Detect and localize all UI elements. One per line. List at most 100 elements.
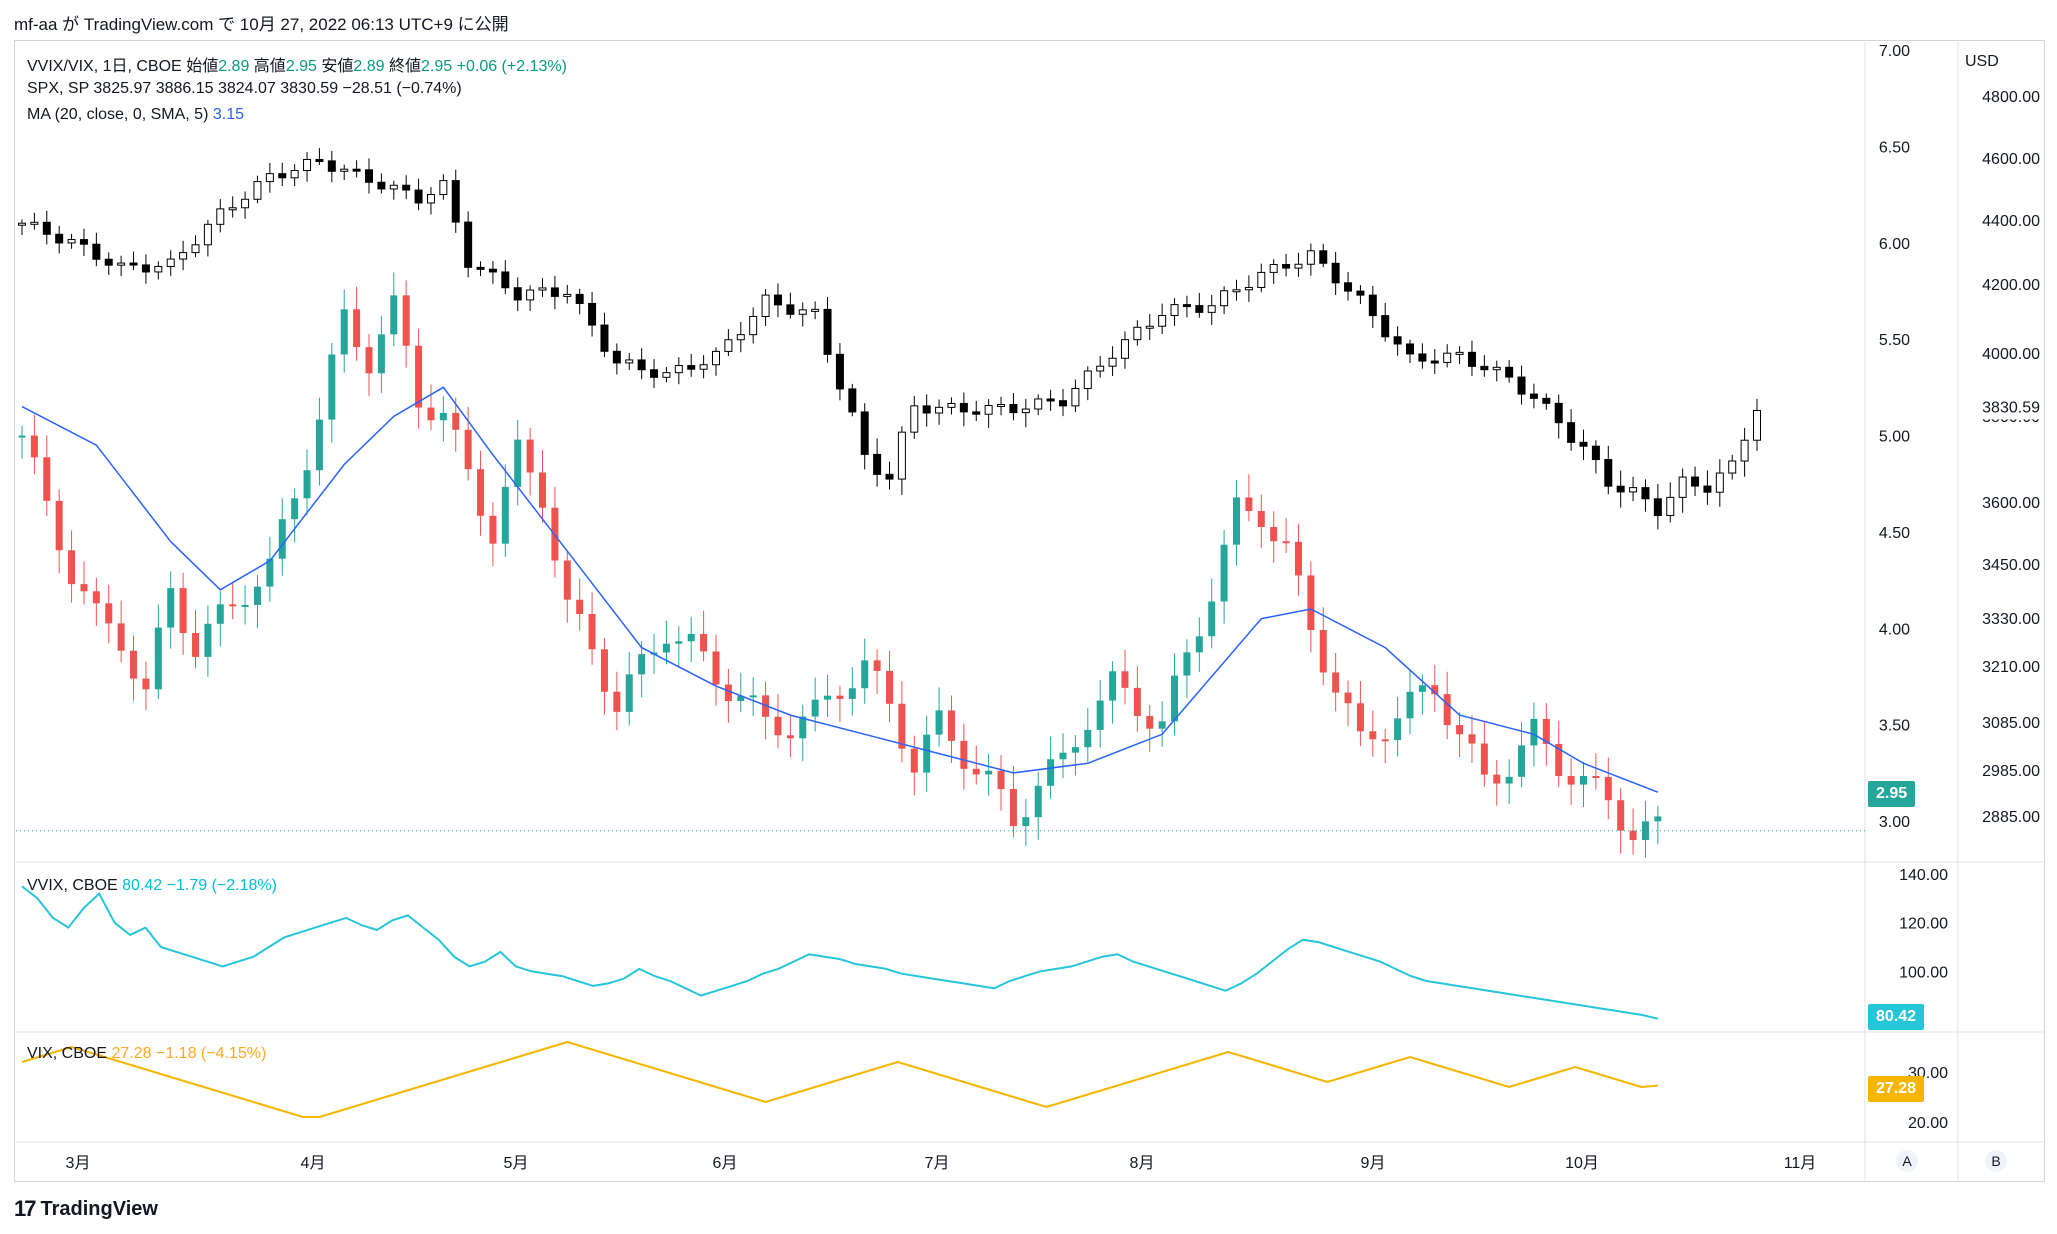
- ratio-candle: [687, 633, 695, 642]
- spx-tick-label: 3210.00: [1982, 659, 2040, 676]
- spx-candle: [1120, 339, 1129, 359]
- spx-candle: [389, 184, 398, 190]
- tradingview-brand[interactable]: 17 TradingView: [14, 1196, 158, 1222]
- spx-candle: [736, 334, 745, 341]
- ratio-candle: [1443, 694, 1451, 726]
- spx-candle: [1232, 289, 1241, 293]
- ratio-candle: [1641, 821, 1649, 841]
- ratio-candle: [1555, 743, 1563, 777]
- ma-label: MA (20, close, 0, SMA, 5): [27, 106, 209, 123]
- spx-candle: [1492, 366, 1501, 371]
- ratio-candle: [1294, 541, 1302, 576]
- spx-candle: [42, 221, 51, 235]
- ratio-candle: [1542, 718, 1550, 744]
- ratio-candle: [328, 354, 336, 420]
- ratio-candle: [1034, 785, 1042, 818]
- spx-candle: [488, 268, 497, 273]
- spx-candle: [674, 365, 683, 374]
- spx-tick-label: 4800.00: [1982, 89, 2040, 106]
- spx-candle: [922, 405, 931, 414]
- ratio-candle: [588, 613, 596, 650]
- spx-candle: [1529, 393, 1538, 399]
- spx-tick-label: 3085.00: [1982, 715, 2040, 732]
- ratio-candle: [303, 470, 311, 499]
- spx-candle: [501, 271, 510, 289]
- ratio-candle: [1084, 729, 1092, 748]
- ratio-candle: [1567, 776, 1575, 785]
- publish-credit: mf-aa が TradingView.com で 10月 27, 2022 0…: [14, 15, 509, 34]
- spx-candle: [352, 168, 361, 172]
- ratio-candle: [1220, 544, 1228, 602]
- spx-candle: [1616, 485, 1625, 493]
- spx-price-tag: [1960, 393, 2044, 420]
- spx-candle: [1517, 376, 1526, 395]
- spx-candle: [662, 372, 671, 378]
- spx-candle: [464, 221, 473, 268]
- spx-candle: [1666, 496, 1675, 516]
- spx-candle: [1653, 498, 1662, 516]
- ratio-candle: [55, 500, 63, 551]
- spx-candle: [1170, 304, 1179, 317]
- legend-symbol[interactable]: VVIX/VIX, 1日, CBOE: [27, 58, 182, 75]
- spx-tick-label: 4200.00: [1982, 277, 2040, 294]
- spx-tick-label: 3450.00: [1982, 557, 2040, 574]
- spx-candle: [1753, 409, 1761, 441]
- ratio-candle: [1183, 652, 1191, 676]
- ratio-candle: [997, 770, 1005, 790]
- ratio-candle: [1022, 817, 1030, 827]
- spx-candle: [377, 181, 386, 190]
- vix-value: 27.28: [111, 1045, 152, 1062]
- ratio-candle: [1530, 718, 1538, 746]
- spx-candle: [278, 173, 287, 179]
- ratio-candle: [402, 295, 410, 346]
- spx-candle: [55, 233, 64, 244]
- spx-legend[interactable]: SPX, SP 3825.97 3886.15 3824.07 3830.59 …: [27, 80, 462, 97]
- ratio-candle: [811, 699, 819, 717]
- spx-tick-label: 4600.00: [1982, 151, 2040, 168]
- log-scale-button[interactable]: B: [1985, 1150, 2007, 1172]
- ma-legend[interactable]: MA (20, close, 0, SMA, 5) 3.15: [27, 106, 244, 124]
- ratio-candle: [142, 678, 150, 690]
- spx-candle: [414, 189, 423, 204]
- ratio-candle: [353, 309, 361, 348]
- spx-candle: [365, 169, 373, 183]
- ratio-candle: [799, 716, 807, 739]
- ratio-candle: [563, 560, 571, 600]
- vvix-legend[interactable]: VVIX, CBOE 80.42 −1.79 (−2.18%): [27, 877, 277, 895]
- spx-candle: [228, 207, 237, 211]
- spx-candle: [1294, 263, 1303, 269]
- spx-candle: [885, 473, 894, 480]
- ratio-candle: [985, 770, 993, 775]
- ratio-candle: [18, 435, 26, 438]
- ratio-candle: [824, 695, 832, 700]
- spx-candle: [1282, 263, 1291, 269]
- spx-candle: [959, 402, 968, 413]
- ratio-candle: [1133, 687, 1141, 717]
- spx-candle: [1096, 365, 1105, 372]
- vix-legend[interactable]: VIX, CBOE 27.28 −1.18 (−4.15%): [27, 1045, 266, 1063]
- ratio-candle: [1493, 774, 1501, 784]
- ratio-candle: [278, 519, 286, 559]
- spx-candle: [1108, 357, 1117, 367]
- ratio-candle: [105, 603, 113, 624]
- ratio-candle: [1071, 747, 1079, 753]
- x-tick-label: 9月: [1361, 1155, 1386, 1172]
- auto-scale-button[interactable]: A: [1896, 1150, 1918, 1172]
- spx-candle: [1691, 476, 1700, 487]
- ratio-candle: [836, 695, 844, 699]
- spx-candle: [1133, 326, 1142, 341]
- ratio-candle: [675, 641, 683, 644]
- spx-candle: [997, 403, 1006, 407]
- ratio-candle: [1047, 759, 1055, 786]
- ratio-candle: [576, 599, 584, 614]
- main-legend[interactable]: VVIX/VIX, 1日, CBOE 始値2.89 高値2.95 安値2.89 …: [27, 52, 567, 76]
- ratio-candle: [43, 457, 51, 501]
- ratio-candle: [1307, 575, 1315, 631]
- ratio-candle: [1009, 789, 1017, 827]
- ratio-candle: [1394, 718, 1402, 741]
- ratio-candle: [514, 439, 522, 487]
- ratio-candle: [117, 623, 125, 651]
- ratio-candle: [1059, 752, 1067, 760]
- vix-symbol: VIX, CBOE: [27, 1045, 108, 1062]
